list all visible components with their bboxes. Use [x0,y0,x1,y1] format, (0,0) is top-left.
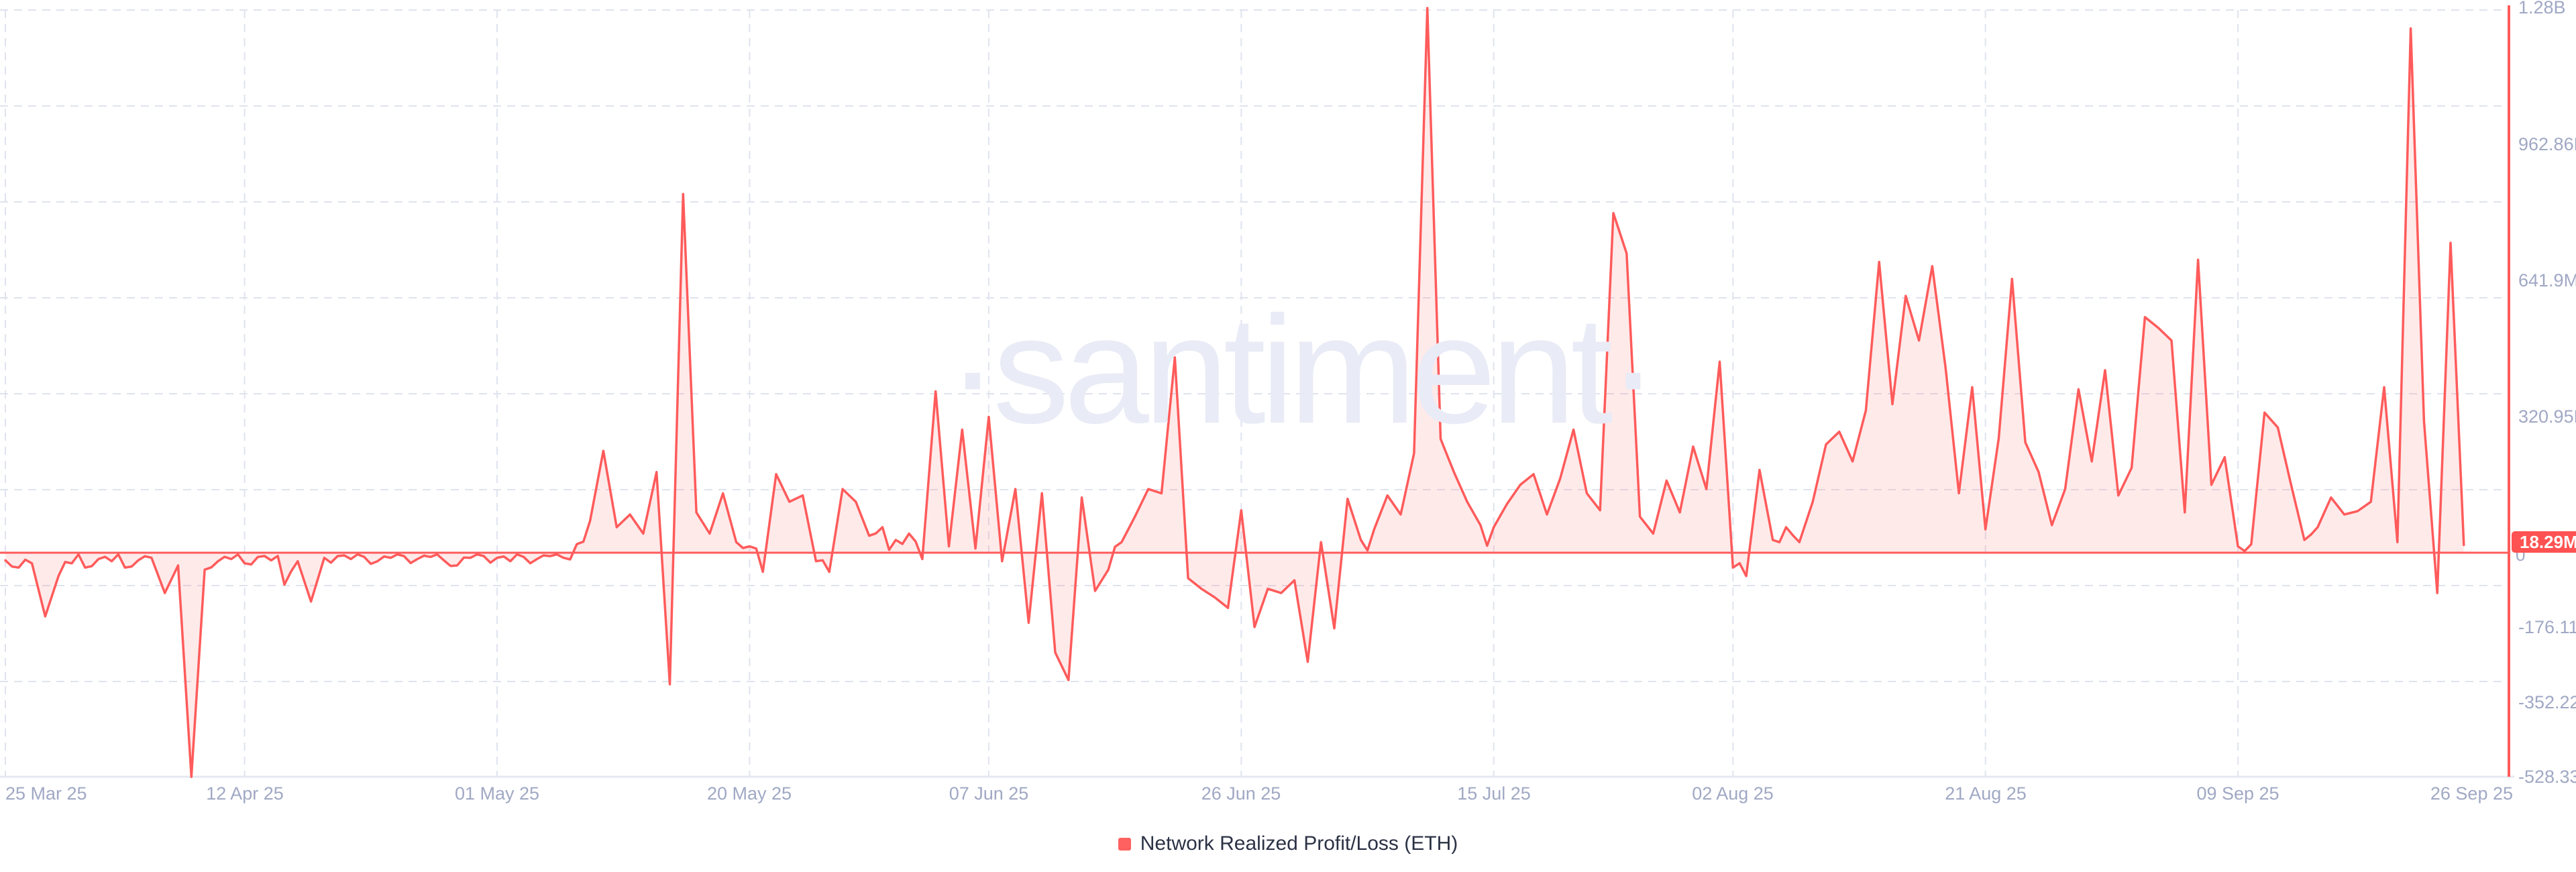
x-axis-tick-label: 12 Apr 25 [206,783,284,804]
y-axis-tick-label: -352.22M [2518,692,2576,712]
x-axis-tick-label: 20 May 25 [706,783,792,804]
x-axis-tick-label: 01 May 25 [454,783,540,804]
series-area-fill [5,8,2464,777]
x-axis-tick-label: 26 Sep 25 [2430,783,2513,804]
x-axis-tick-label: 26 Jun 25 [1201,783,1281,804]
x-axis-tick-label: 25 Mar 25 [5,783,87,804]
last-value-badge: 18.29M [2512,531,2576,553]
x-axis-tick-label: 21 Aug 25 [1945,783,2027,804]
y-axis-tick-label: 962.86M [2518,134,2576,154]
chart-legend[interactable]: Network Realized Profit/Loss (ETH) [0,832,2576,855]
legend-series-label: Network Realized Profit/Loss (ETH) [1140,832,1458,855]
x-axis-tick-label: 02 Aug 25 [1692,783,1774,804]
y-axis-tick-label: -176.11M [2518,617,2576,637]
x-axis-tick-label: 09 Sep 25 [2196,783,2279,804]
y-axis-tick-label: 320.95M [2518,406,2576,427]
legend-swatch-icon [1118,837,1131,851]
y-axis-tick-label: 1.28B [2518,0,2566,17]
y-axis-tick-label: -528.33M [2518,767,2576,787]
y-axis-tick-label: 641.9M [2518,270,2576,290]
x-axis-tick-label: 07 Jun 25 [949,783,1029,804]
x-axis-tick-label: 15 Jul 25 [1457,783,1531,804]
series-line [4,7,2465,778]
